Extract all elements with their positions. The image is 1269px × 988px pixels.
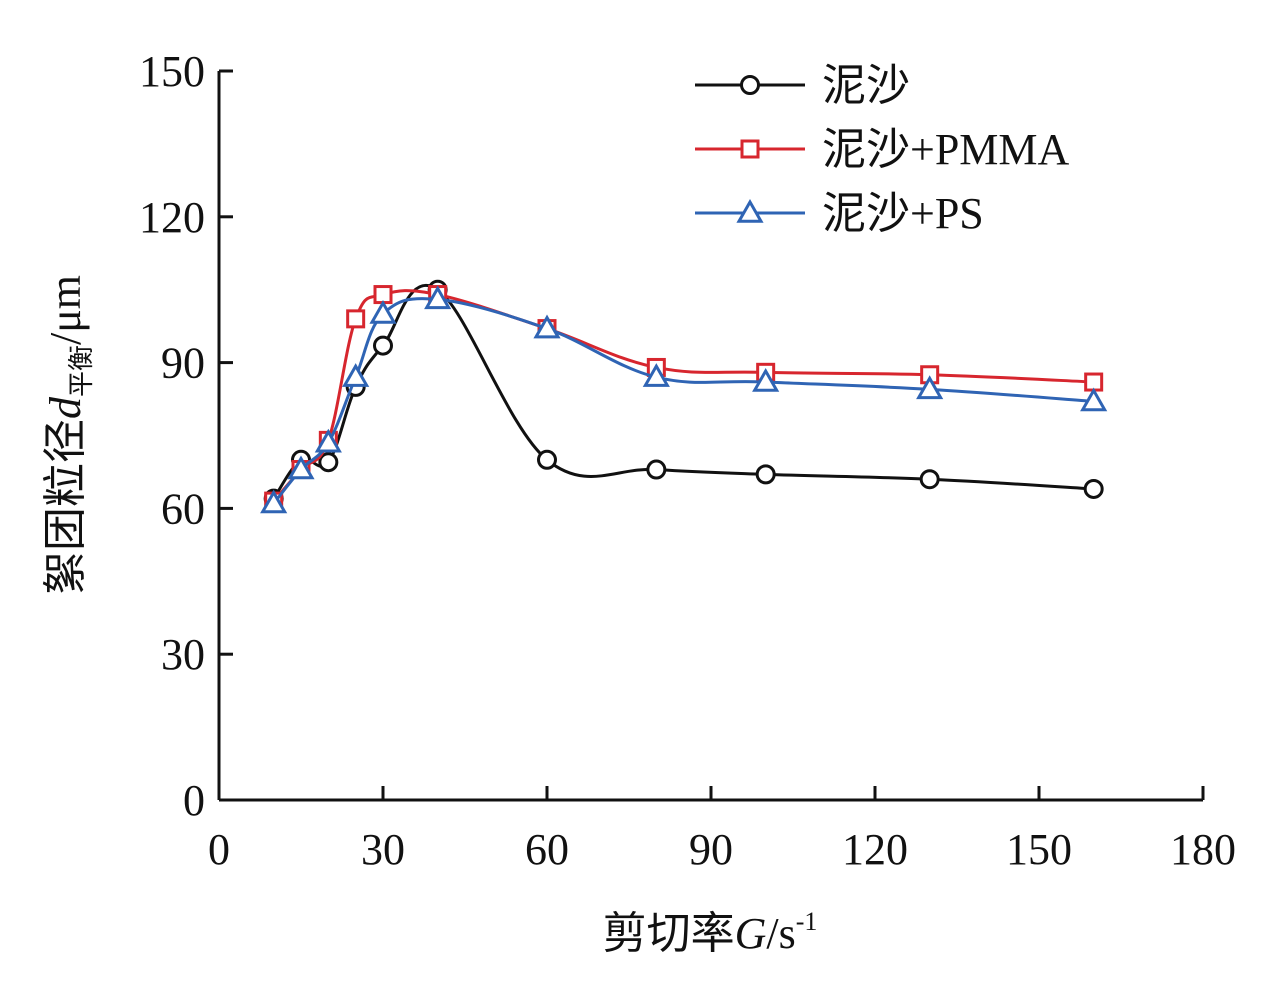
x-tick-label: 180: [1170, 825, 1236, 874]
y-axis-title: 絮团粒径d平衡/μm: [41, 275, 96, 595]
legend-label: 泥沙: [822, 61, 910, 110]
data-point: [755, 464, 776, 485]
legend-item-1: 泥沙: [695, 61, 910, 110]
y-tick-label: 150: [139, 47, 205, 96]
legend-item-2: 泥沙+PMMA: [695, 125, 1070, 174]
y-tick-label: 30: [161, 630, 205, 679]
legend-marker: [740, 139, 760, 159]
x-tick-label: 150: [1006, 825, 1072, 874]
legend-label: 泥沙+PMMA: [822, 125, 1070, 174]
x-tick-label: 120: [842, 825, 908, 874]
legend-label: 泥沙+PS: [822, 189, 984, 238]
legend-marker: [736, 198, 764, 223]
data-point: [916, 375, 944, 400]
data-point: [260, 489, 288, 514]
data-point: [314, 428, 342, 453]
data-point: [752, 368, 780, 392]
y-tick-label: 90: [161, 339, 205, 388]
data-point: [342, 363, 370, 387]
data-point: [1080, 387, 1108, 412]
x-tick-label: 90: [689, 825, 733, 874]
data-point: [1083, 478, 1104, 499]
x-tick-label: 30: [361, 825, 405, 874]
x-tick-label: 60: [525, 825, 569, 874]
axes: 0 30 60 90 120 150 180 0 30 60 90 120 150: [139, 47, 1236, 874]
data-point: [373, 335, 393, 356]
x-axis-title: 剪切率G/s-1: [603, 907, 818, 958]
series-line: [272, 297, 1094, 505]
x-tick-label: 0: [208, 825, 230, 874]
data-point: [424, 285, 452, 310]
series-3: [260, 285, 1108, 514]
data-point: [646, 459, 667, 480]
data-point: [642, 363, 670, 387]
data-point: [369, 299, 397, 324]
data-point: [533, 314, 561, 339]
y-tick-label: 120: [139, 193, 205, 242]
y-tick-label: 60: [161, 484, 205, 533]
data-point: [346, 309, 366, 329]
legend-item-3: 泥沙+PS: [695, 189, 984, 238]
data-point: [287, 455, 315, 480]
y-tick-label: 0: [183, 776, 205, 825]
series-layer: [260, 279, 1108, 514]
data-point: [919, 469, 940, 490]
data-point: [537, 449, 557, 470]
legend-marker: [740, 75, 760, 95]
data-point: [318, 452, 339, 473]
